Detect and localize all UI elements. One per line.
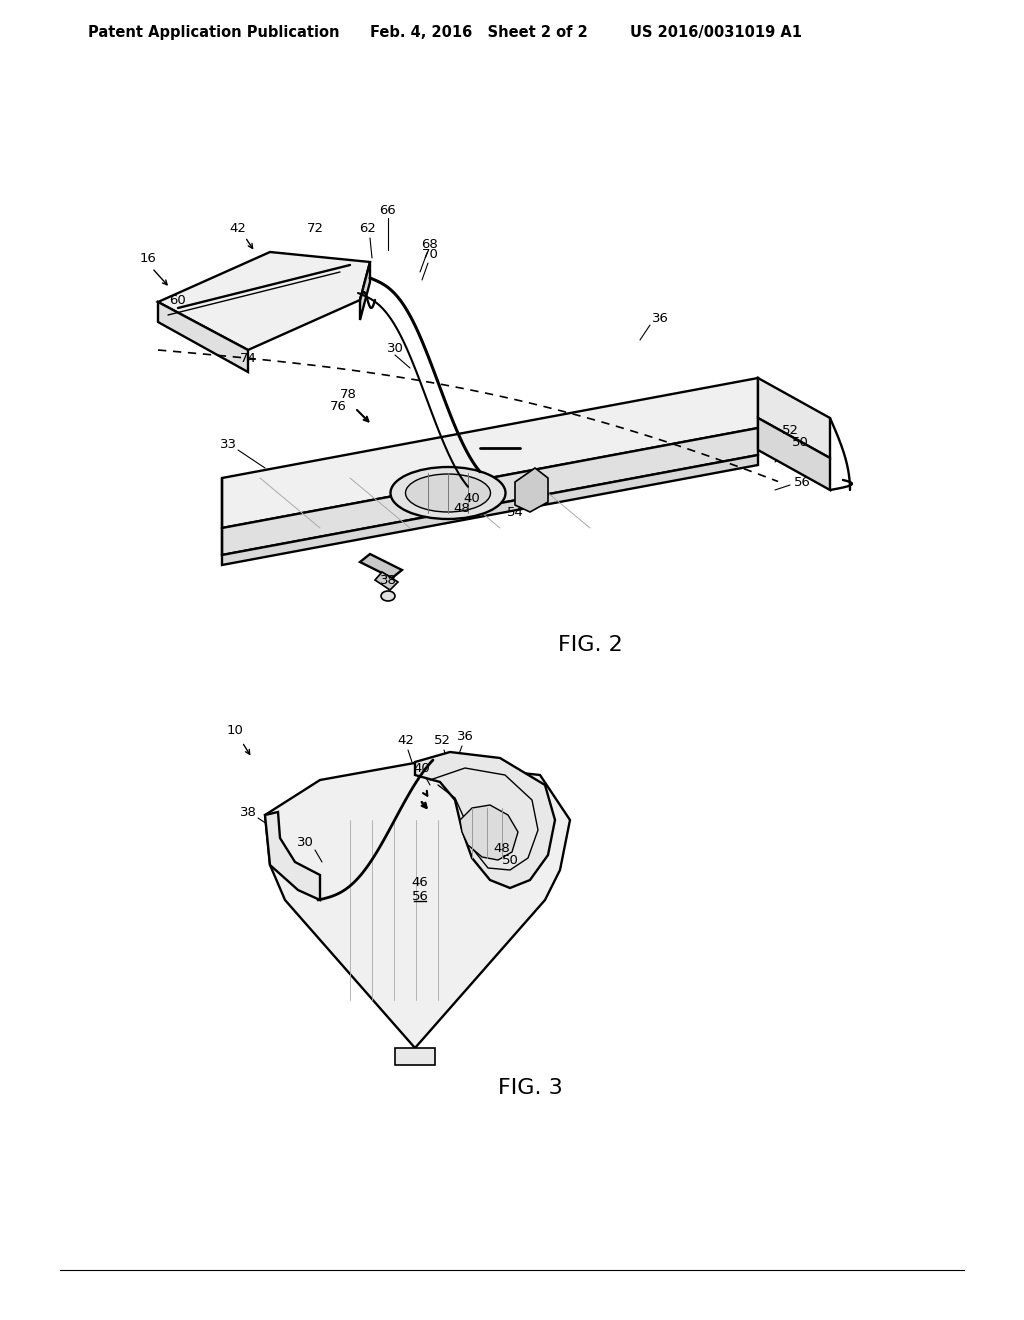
Text: 74: 74 bbox=[240, 351, 256, 364]
Text: 60: 60 bbox=[170, 293, 186, 306]
Text: 52: 52 bbox=[781, 424, 799, 437]
Text: 48: 48 bbox=[454, 502, 470, 515]
Polygon shape bbox=[222, 455, 758, 565]
Polygon shape bbox=[460, 805, 518, 861]
Polygon shape bbox=[158, 302, 248, 372]
Text: 52: 52 bbox=[433, 734, 451, 747]
Text: 76: 76 bbox=[330, 400, 346, 412]
Text: 46: 46 bbox=[412, 875, 428, 888]
Text: 66: 66 bbox=[380, 203, 396, 216]
Text: 30: 30 bbox=[297, 836, 313, 849]
Text: 56: 56 bbox=[794, 475, 810, 488]
Polygon shape bbox=[360, 261, 370, 319]
Text: FIG. 2: FIG. 2 bbox=[558, 635, 623, 655]
Polygon shape bbox=[158, 252, 370, 350]
Text: 78: 78 bbox=[340, 388, 356, 401]
Polygon shape bbox=[395, 1048, 435, 1065]
Text: 42: 42 bbox=[397, 734, 415, 747]
Text: 16: 16 bbox=[139, 252, 157, 264]
Polygon shape bbox=[758, 378, 830, 458]
Text: FIG. 3: FIG. 3 bbox=[498, 1078, 562, 1098]
Text: Patent Application Publication: Patent Application Publication bbox=[88, 25, 340, 40]
Text: Feb. 4, 2016   Sheet 2 of 2: Feb. 4, 2016 Sheet 2 of 2 bbox=[370, 25, 588, 40]
Text: 48: 48 bbox=[494, 842, 510, 854]
Polygon shape bbox=[222, 428, 758, 554]
Text: 72: 72 bbox=[306, 222, 324, 235]
Text: 36: 36 bbox=[457, 730, 473, 742]
Text: 38: 38 bbox=[380, 573, 396, 586]
Text: 40: 40 bbox=[464, 491, 480, 504]
Ellipse shape bbox=[406, 474, 490, 512]
Polygon shape bbox=[758, 418, 830, 490]
Polygon shape bbox=[375, 572, 398, 590]
Text: US 2016/0031019 A1: US 2016/0031019 A1 bbox=[630, 25, 802, 40]
Polygon shape bbox=[515, 469, 548, 512]
Text: 62: 62 bbox=[359, 222, 377, 235]
Text: 50: 50 bbox=[792, 436, 808, 449]
Text: 50: 50 bbox=[502, 854, 518, 866]
Polygon shape bbox=[415, 752, 555, 888]
Polygon shape bbox=[265, 762, 570, 1048]
Text: 10: 10 bbox=[226, 723, 244, 737]
Ellipse shape bbox=[390, 467, 506, 519]
Text: 70: 70 bbox=[422, 248, 438, 261]
Polygon shape bbox=[222, 378, 758, 528]
Text: 33: 33 bbox=[219, 438, 237, 451]
Text: 36: 36 bbox=[651, 312, 669, 325]
Text: 54: 54 bbox=[507, 506, 523, 519]
Text: 40: 40 bbox=[414, 762, 430, 775]
Polygon shape bbox=[360, 554, 402, 578]
Text: 38: 38 bbox=[240, 805, 256, 818]
Text: 68: 68 bbox=[422, 239, 438, 252]
Text: 42: 42 bbox=[229, 222, 247, 235]
Polygon shape bbox=[265, 812, 319, 900]
Text: 30: 30 bbox=[387, 342, 403, 355]
Text: 56: 56 bbox=[412, 890, 428, 903]
Ellipse shape bbox=[381, 591, 395, 601]
